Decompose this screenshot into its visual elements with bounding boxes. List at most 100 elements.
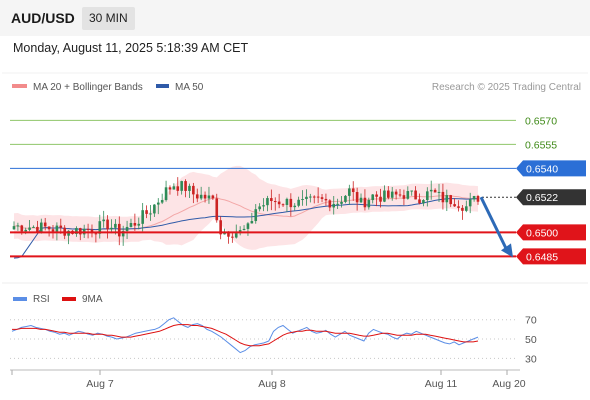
candle-body [461,207,464,211]
candle-body [429,189,433,192]
price-plot [12,165,480,259]
candle-body [184,181,187,191]
candle-body [106,219,109,230]
candle-body [273,201,277,203]
candle-body [20,225,24,232]
candle-body [164,187,168,201]
candle-body [188,185,191,191]
candle-body [402,195,406,199]
candle-body [437,191,441,193]
candle-body [309,196,312,198]
support-tag [516,248,586,265]
candle-body [12,226,16,230]
rsi-legend: RSI 9MA [13,294,103,305]
candle-body [375,194,378,197]
current-price-label: 0.6522 [526,192,558,204]
candle-body [468,199,472,207]
rsi-ma-line [12,324,479,347]
ma50-legend-swatch [156,84,169,88]
candle-body [379,196,382,202]
candle-body [355,192,359,203]
x-tick-label: Aug 11 [425,378,458,390]
candle-body [98,221,102,234]
candle-body [445,195,449,203]
candle-body [36,226,39,233]
candle-body [59,225,63,228]
candle-body [246,223,250,229]
candle-body [472,196,476,200]
candle-body [160,200,164,203]
candle-body [129,223,133,227]
candle-body [207,195,211,199]
x-tick-label: Aug 7 [86,378,114,390]
candle-body [383,190,386,202]
candle-body [426,191,429,201]
candle-body [156,202,160,205]
rsi-legend-swatch [13,297,27,301]
candle-body [219,220,222,235]
support-label: 0.6500 [526,227,558,239]
candle-body [270,198,273,202]
x-tick-label: Aug 8 [258,378,286,390]
candle-body [227,231,230,237]
price-levels: 0.6570 0.6555 0.6540 0.6522 0.6500 0.6485 [10,115,586,265]
candle-body [363,197,367,208]
candle-body [24,229,27,232]
candle-body [199,194,203,199]
candle-body [351,188,355,193]
candle-body [359,197,363,203]
candle-body [192,185,195,195]
candle-body [340,201,343,204]
candle-body [254,209,258,222]
pivot-label: 0.6540 [526,163,558,175]
candle-body [394,191,398,195]
candle-body [465,206,468,211]
candle-body [441,191,445,203]
chart-timestamp: Monday, August 11, 2025 5:18:39 AM CET [13,41,249,55]
copyright-notice: Research © 2025 Trading Central [432,82,581,93]
candle-body [418,199,421,204]
candle-body [195,194,199,199]
pivot-tag [516,160,586,177]
candle-body [78,228,82,235]
candle-body [449,195,453,205]
candle-body [476,196,480,202]
candle-body [114,223,117,228]
candle-body [43,222,47,227]
rsi-line [11,317,479,354]
candle-body [250,221,254,224]
current-price-tag [516,189,586,206]
candle-body [289,198,293,208]
symbol-title: AUD/USD [11,10,75,26]
rsi-ma-legend-swatch [62,297,76,301]
candle-body [32,226,35,228]
x-axis: Aug 7 Aug 8 Aug 11 Aug 20 [11,370,526,390]
candle-body [262,205,265,207]
candle-body [55,225,59,232]
candle-body [328,200,332,208]
resistance-label: 0.6570 [525,115,557,127]
candle-body [301,199,304,201]
candle-body [336,203,339,205]
candle-body [51,229,55,232]
ma20-legend-label: MA 20 + Bollinger Bands [33,82,143,93]
candle-body [102,219,105,222]
candle-body [398,194,402,196]
ma50-legend-label: MA 50 [175,82,204,93]
timeframe-badge[interactable]: 30 MIN [82,7,135,30]
candle-body [86,228,90,230]
candle-body [297,199,300,206]
bollinger-band [14,165,478,250]
candle-body [406,191,410,199]
candle-body [285,198,289,205]
candle-body [433,189,437,193]
support-tag [516,224,586,241]
candle-body [16,225,20,227]
candle-body [137,223,141,226]
chart-header: AUD/USD 30 MIN [0,0,590,36]
rsi-legend-label: RSI [33,294,50,305]
candle-body [457,206,460,208]
candle-body [180,181,183,191]
candle-body [39,222,43,233]
candle-body [141,210,144,224]
